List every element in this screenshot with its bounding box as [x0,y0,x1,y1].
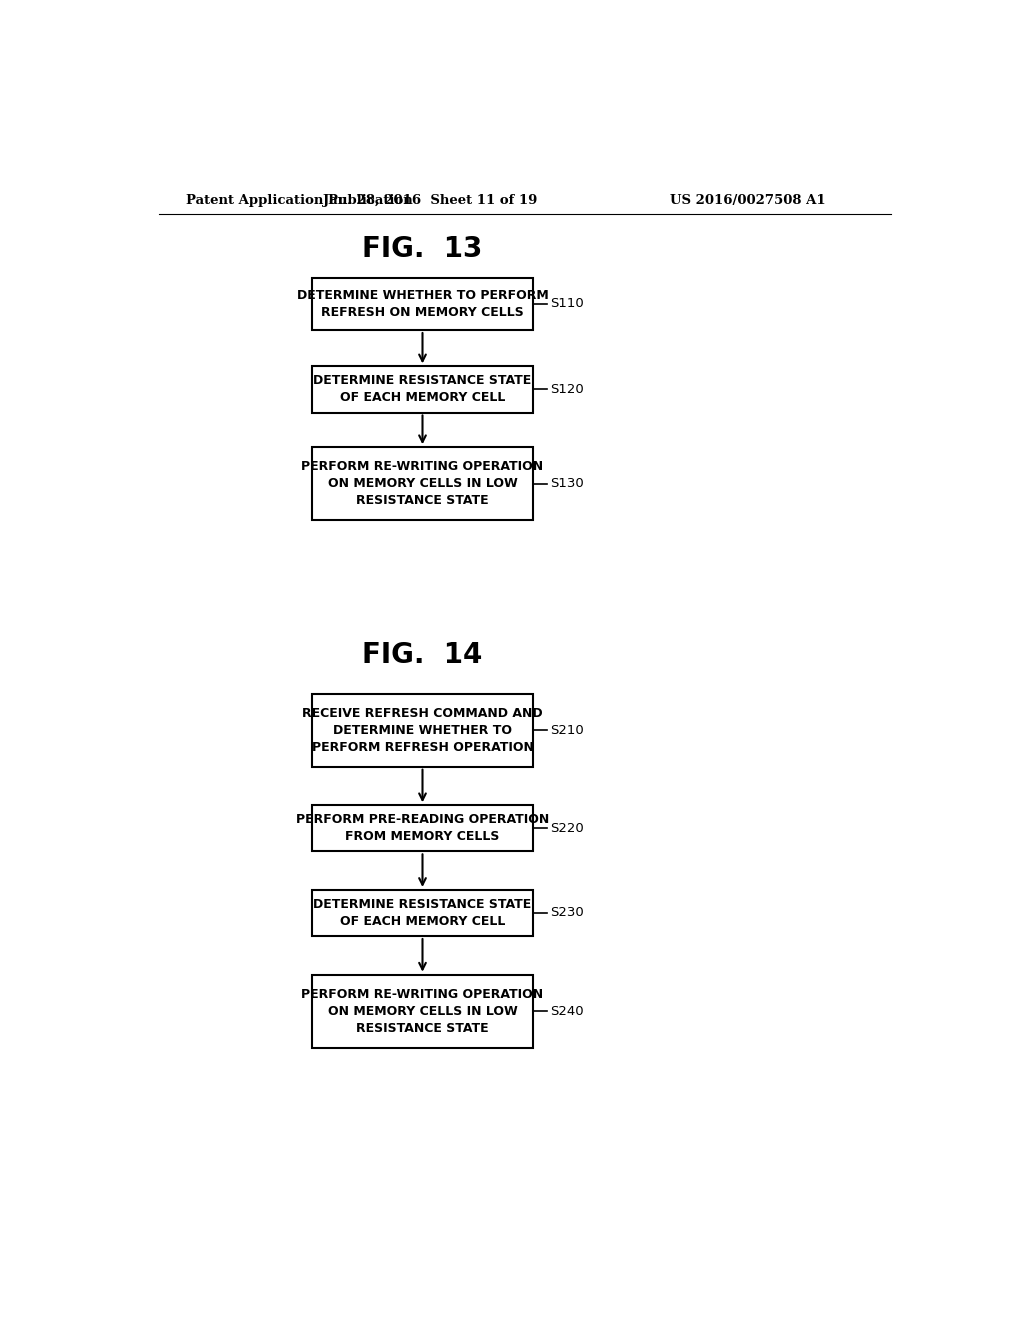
Text: DETERMINE RESISTANCE STATE
OF EACH MEMORY CELL: DETERMINE RESISTANCE STATE OF EACH MEMOR… [313,375,531,404]
Text: US 2016/0027508 A1: US 2016/0027508 A1 [671,194,826,207]
Text: S130: S130 [550,478,584,490]
Text: S240: S240 [550,1005,584,1018]
Text: PERFORM PRE-READING OPERATION
FROM MEMORY CELLS: PERFORM PRE-READING OPERATION FROM MEMOR… [296,813,549,843]
Text: S110: S110 [550,297,584,310]
Text: Jan. 28, 2016  Sheet 11 of 19: Jan. 28, 2016 Sheet 11 of 19 [323,194,538,207]
Text: FIG.  14: FIG. 14 [362,642,482,669]
Text: DETERMINE WHETHER TO PERFORM
REFRESH ON MEMORY CELLS: DETERMINE WHETHER TO PERFORM REFRESH ON … [297,289,549,319]
Text: Patent Application Publication: Patent Application Publication [186,194,413,207]
Text: PERFORM RE-WRITING OPERATION
ON MEMORY CELLS IN LOW
RESISTANCE STATE: PERFORM RE-WRITING OPERATION ON MEMORY C… [301,987,544,1035]
Text: PERFORM RE-WRITING OPERATION
ON MEMORY CELLS IN LOW
RESISTANCE STATE: PERFORM RE-WRITING OPERATION ON MEMORY C… [301,461,544,507]
Bar [312,974,532,1048]
Bar [312,277,532,330]
Text: S230: S230 [550,907,584,920]
Text: DETERMINE RESISTANCE STATE
OF EACH MEMORY CELL: DETERMINE RESISTANCE STATE OF EACH MEMOR… [313,898,531,928]
Bar [312,366,532,412]
Text: FIG.  13: FIG. 13 [362,235,482,263]
Text: S120: S120 [550,383,584,396]
Text: S210: S210 [550,723,584,737]
Bar [312,890,532,936]
Text: S220: S220 [550,822,584,834]
Bar [312,447,532,520]
Bar [312,805,532,851]
Bar [312,693,532,767]
Text: RECEIVE REFRESH COMMAND AND
DETERMINE WHETHER TO
PERFORM REFRESH OPERATION: RECEIVE REFRESH COMMAND AND DETERMINE WH… [302,706,543,754]
